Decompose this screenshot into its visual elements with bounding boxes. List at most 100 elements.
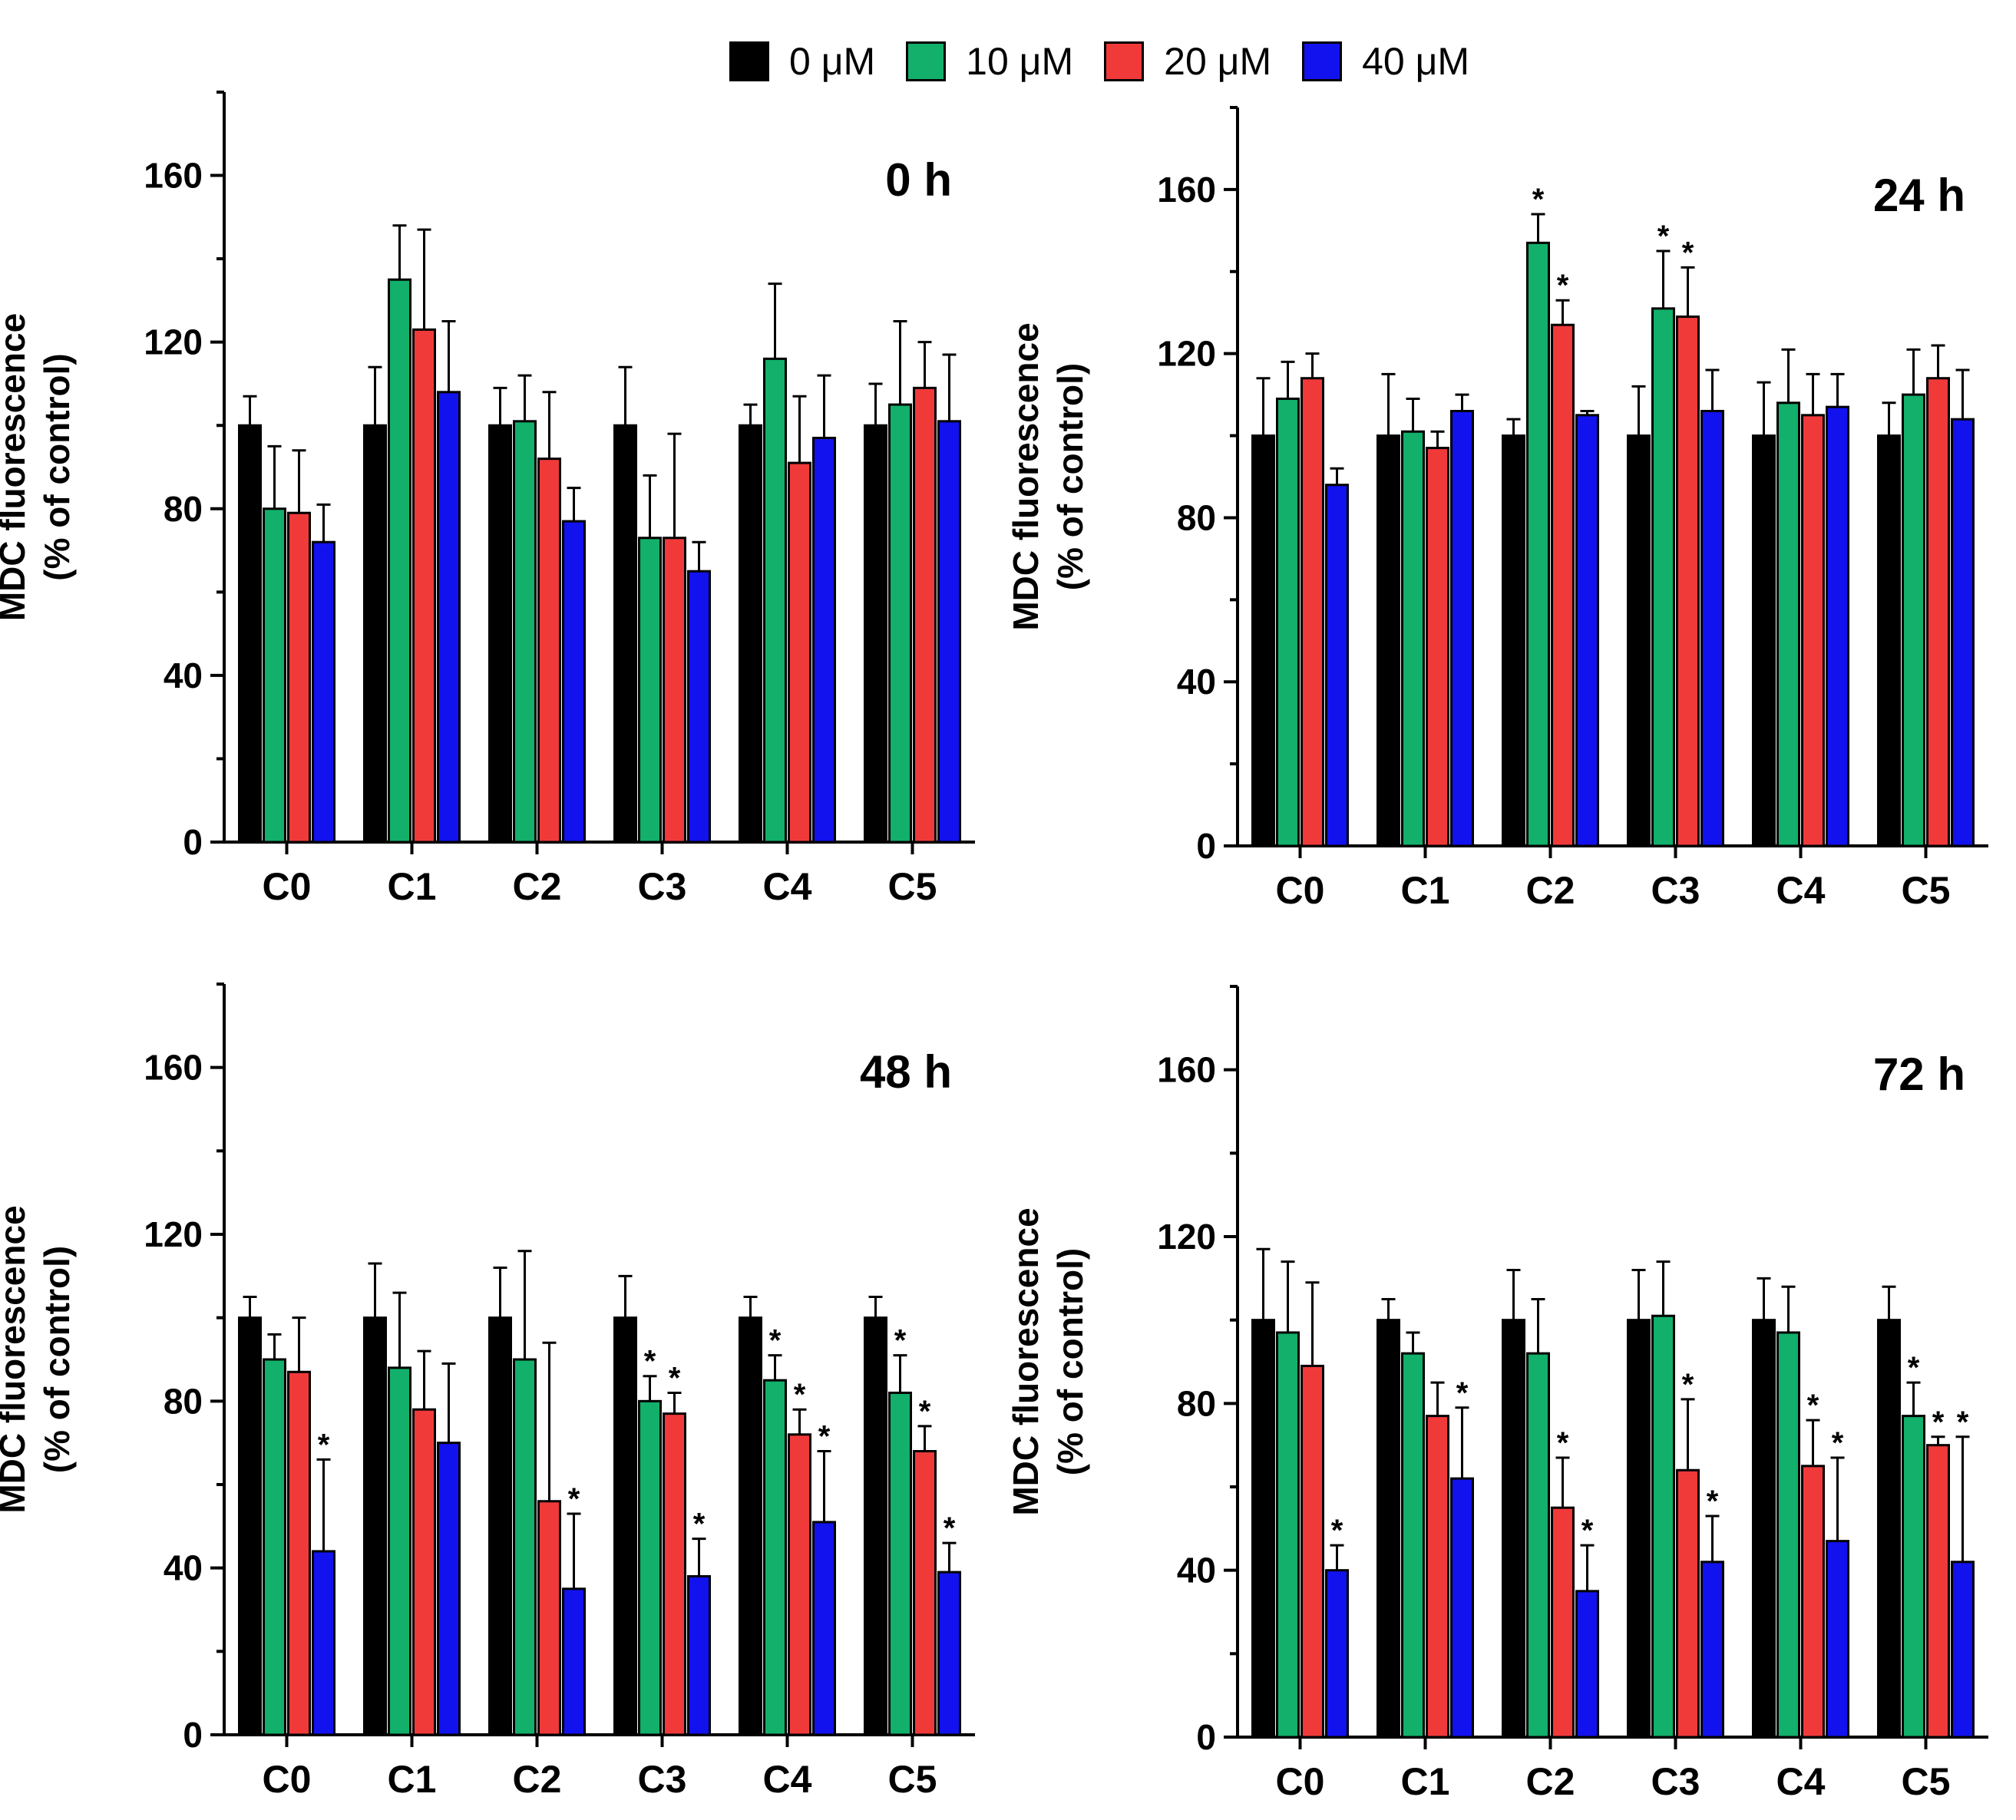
y-tick-label: 80 <box>1177 1383 1216 1423</box>
significance-star: * <box>1682 236 1694 269</box>
bar <box>1450 409 1474 847</box>
bar <box>1276 397 1300 847</box>
bar <box>388 278 411 844</box>
bar <box>1276 1331 1300 1739</box>
y-tick-label: 160 <box>1157 170 1216 210</box>
bar <box>1376 434 1400 847</box>
bar <box>937 420 961 844</box>
bar <box>1651 1314 1675 1739</box>
bar <box>263 507 286 844</box>
x-tick-label: C4 <box>1776 869 1826 912</box>
bar <box>1450 1477 1474 1739</box>
bar <box>1700 409 1724 847</box>
x-tick-label: C4 <box>763 865 812 908</box>
bar <box>864 424 887 844</box>
bar <box>412 328 436 844</box>
y-tick-label: 40 <box>164 1548 203 1588</box>
legend: 0 μM 10 μM 20 μM 40 μM <box>729 23 1500 100</box>
y-axis-subtitle: (% of control) <box>1050 1248 1090 1475</box>
bar <box>638 1399 662 1736</box>
x-tick-label: C0 <box>1276 1760 1325 1803</box>
bar <box>513 1358 537 1736</box>
bar <box>1551 1506 1575 1739</box>
significance-star: * <box>568 1482 580 1516</box>
x-tick-label: C0 <box>1276 869 1325 912</box>
bar <box>1752 1319 1776 1739</box>
bar <box>437 391 461 844</box>
bar <box>937 1571 961 1736</box>
x-tick-label: C4 <box>1776 1760 1826 1803</box>
bar <box>488 1316 512 1736</box>
significance-star: * <box>818 1420 831 1454</box>
legend-label-40uM: 40 μM <box>1362 40 1470 83</box>
legend-swatch-0uM <box>729 41 769 81</box>
bar <box>388 1366 411 1736</box>
bar <box>1752 434 1776 847</box>
bar <box>763 1379 787 1736</box>
bar <box>1651 307 1675 847</box>
x-tick-label: C1 <box>388 865 437 908</box>
significance-star: * <box>944 1511 956 1545</box>
x-tick-label: C3 <box>638 1758 687 1801</box>
bar <box>312 540 335 844</box>
bar <box>488 424 512 844</box>
bar <box>1251 434 1275 847</box>
significance-star: * <box>769 1324 782 1358</box>
legend-label-10uM: 10 μM <box>966 40 1074 83</box>
bar <box>788 461 811 844</box>
bar <box>312 1550 335 1736</box>
bar <box>412 1408 436 1736</box>
bar <box>1877 1319 1901 1739</box>
y-tick-label: 40 <box>1177 1551 1216 1590</box>
y-tick-label: 80 <box>164 1381 203 1421</box>
significance-star: * <box>1832 1426 1844 1460</box>
bar <box>562 520 586 844</box>
significance-star: * <box>919 1395 931 1429</box>
bar <box>513 420 537 844</box>
bar <box>1300 377 1324 847</box>
bar <box>1902 1415 1925 1739</box>
bar <box>287 1370 311 1736</box>
bar <box>1776 401 1800 847</box>
panel-title: 48 h <box>860 1046 952 1098</box>
bar <box>363 1316 387 1736</box>
bar <box>1627 1319 1651 1739</box>
y-tick-label: 0 <box>183 1715 203 1755</box>
significance-star: * <box>1557 269 1569 302</box>
bar <box>537 457 561 844</box>
significance-star: * <box>1682 1368 1694 1402</box>
y-tick-label: 80 <box>1177 497 1216 537</box>
bar <box>1627 434 1651 847</box>
y-tick-label: 40 <box>1177 662 1216 702</box>
bar <box>1575 1590 1599 1739</box>
significance-star: * <box>669 1361 681 1395</box>
legend-swatch-10uM <box>906 41 947 81</box>
legend-swatch-20uM <box>1104 41 1145 81</box>
bar <box>1877 434 1901 847</box>
x-tick-label: C3 <box>1651 869 1700 912</box>
x-tick-label: C1 <box>388 1758 437 1801</box>
x-tick-label: C5 <box>1902 869 1951 912</box>
y-axis-title: MDC fluorescence <box>0 1205 32 1513</box>
bar <box>1376 1319 1400 1739</box>
x-tick-label: C1 <box>1401 1760 1450 1803</box>
significance-star: * <box>1581 1514 1594 1547</box>
significance-star: * <box>1532 183 1545 216</box>
legend-label-0uM: 0 μM <box>789 40 876 83</box>
bar <box>913 386 937 844</box>
bar <box>1951 1561 1975 1739</box>
bar <box>1700 1561 1724 1739</box>
bar <box>1801 414 1825 847</box>
legend-item-10uM: 10 μM <box>906 39 1073 84</box>
x-tick-label: C5 <box>1902 1760 1951 1803</box>
bar <box>238 1316 262 1736</box>
y-axis-title: MDC fluorescence <box>0 313 32 621</box>
significance-star: * <box>1657 220 1670 253</box>
significance-star: * <box>1908 1351 1920 1385</box>
bar <box>663 1412 686 1736</box>
bar <box>1575 414 1599 847</box>
x-tick-label: C2 <box>513 865 562 908</box>
bar <box>1951 418 1975 847</box>
bar <box>1776 1331 1800 1739</box>
